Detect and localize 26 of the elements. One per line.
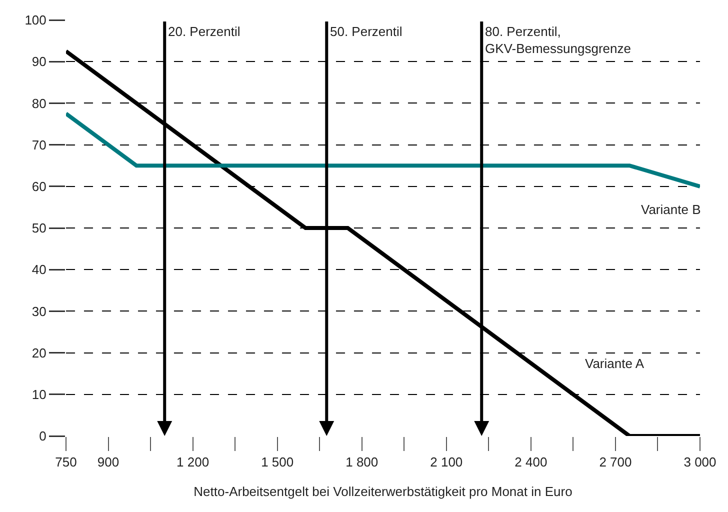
y-tick-label: 10 [32,386,46,402]
x-axis-title: Netto-Arbeitsentgelt bei Vollzeiterwerbstätigkeit pro Monat in Euro [194,484,572,500]
series-label: Variante B [641,202,701,217]
y-tick-label: 90 [32,54,46,70]
y-tick-label: 40 [32,262,46,278]
series-label: Variante A [585,356,644,371]
x-tick-label: 3 000 [684,454,716,470]
ref-line-label: 20. Perzentil [168,24,240,39]
x-tick-label: 2 100 [430,454,463,470]
x-tick-label: 900 [97,454,120,470]
y-tick-label: 80 [32,96,46,111]
y-tick-label: 0 [39,428,46,444]
y-tick-label: 30 [32,304,46,319]
x-tick-label: 2 400 [514,454,548,470]
y-tick-label: 50 [32,220,46,236]
x-tick-label: 1 200 [176,454,210,470]
x-tick-label: 1 800 [346,454,378,470]
y-tick-label: 100 [24,12,46,28]
x-tick-label: 1 500 [261,454,294,470]
ref-line-label: 80. Perzentil, GKV-Bemessungsgrenze [485,24,631,56]
x-tick-label: 750 [55,454,77,470]
ref-line-label: 50. Perzentil [330,24,402,39]
y-tick-label: 70 [32,137,46,152]
y-tick-label: 20 [32,345,46,360]
x-tick-label: 2 700 [599,454,632,470]
y-tick-label: 60 [32,178,46,194]
